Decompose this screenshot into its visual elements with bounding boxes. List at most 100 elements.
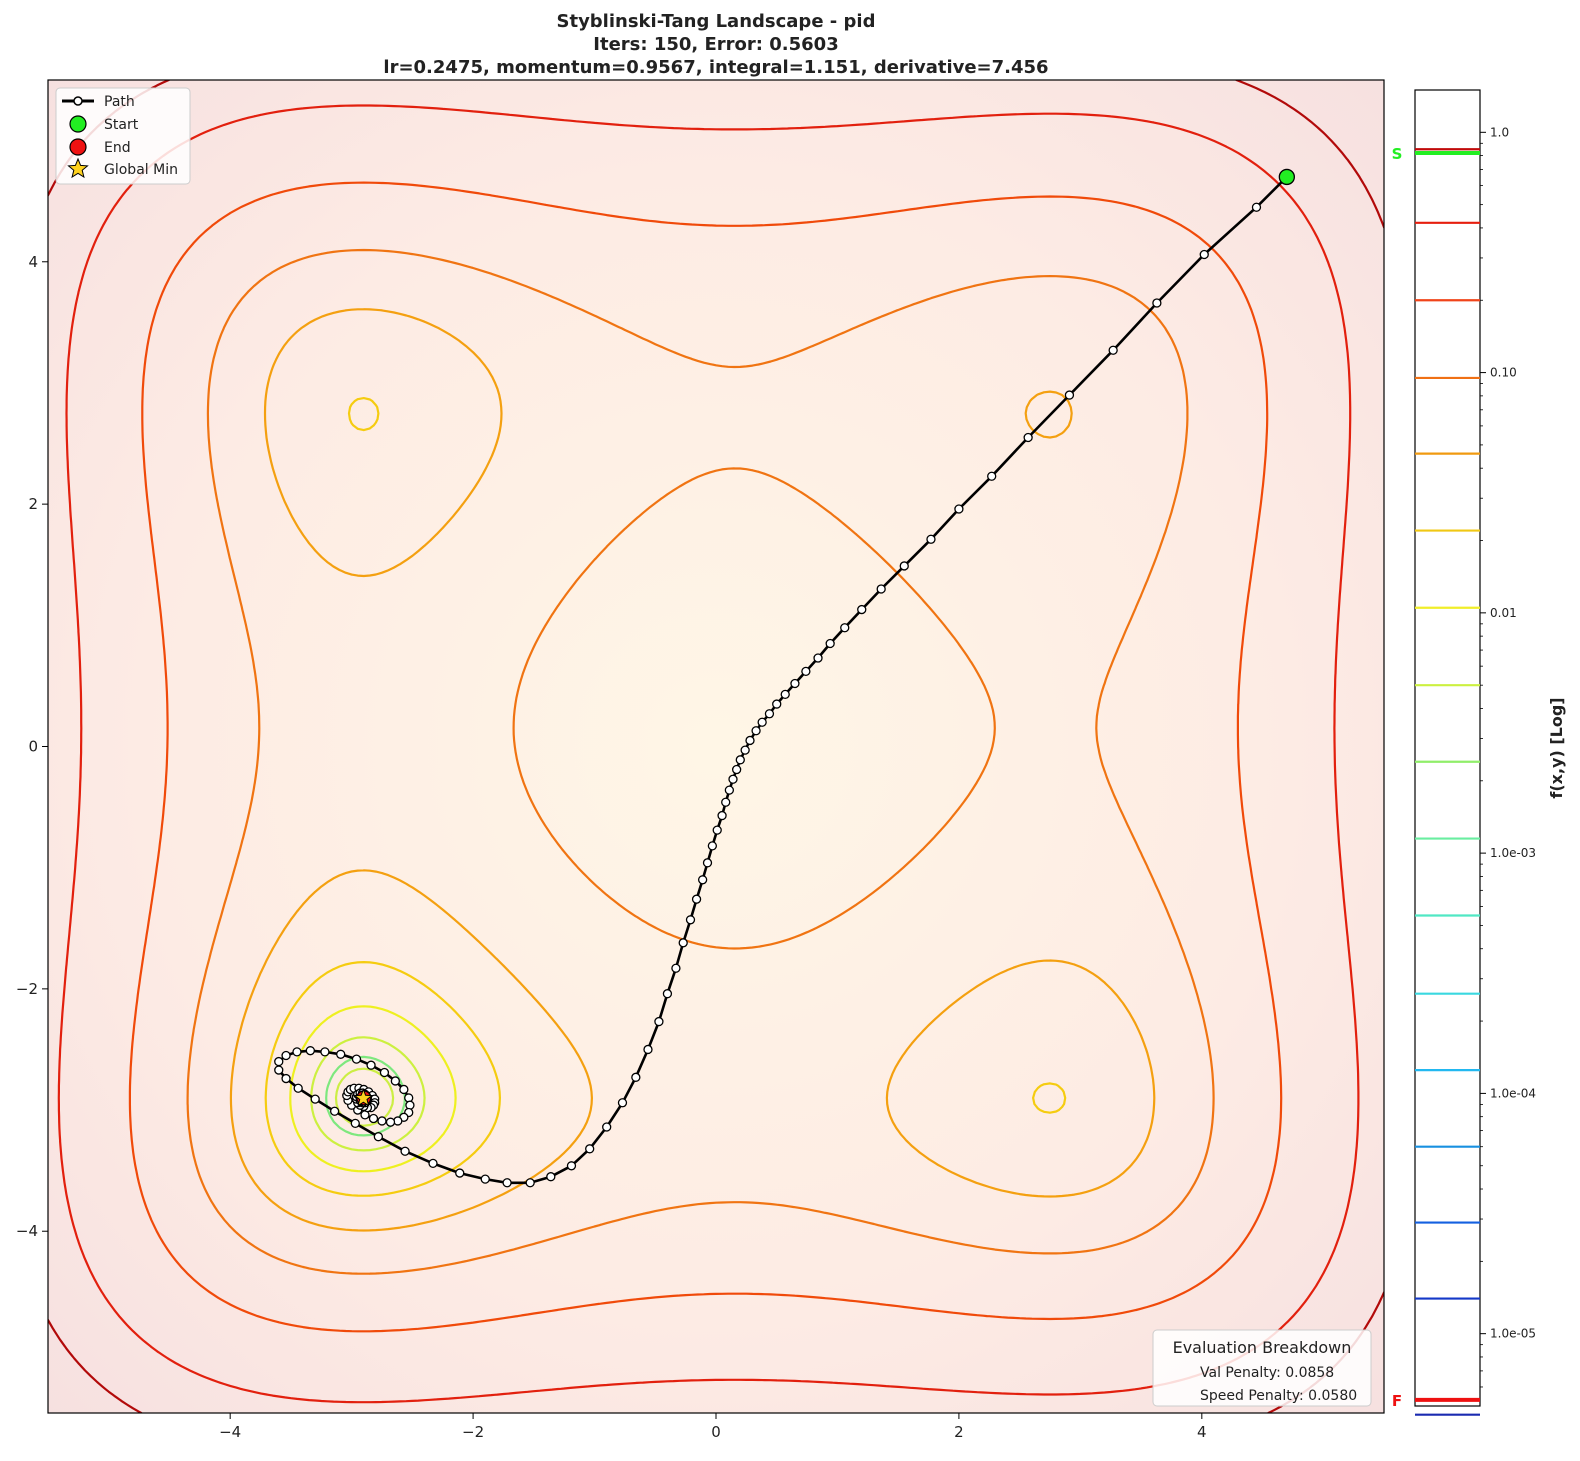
colorbar-marker-label: S <box>1392 145 1403 163</box>
legend-label-end: End <box>104 140 131 156</box>
path-point <box>329 1106 340 1116</box>
y-tick-label: −4 <box>16 1222 38 1240</box>
x-tick-label: −2 <box>462 1423 484 1441</box>
path-point <box>899 561 909 571</box>
path-point <box>735 755 745 765</box>
legend-label-path: Path <box>104 94 135 110</box>
legend-label-global-min: Global Min <box>104 162 178 178</box>
path-point <box>385 1117 396 1127</box>
path-point <box>292 1047 302 1057</box>
colorbar-box <box>1414 89 1481 1407</box>
legend-end-marker <box>69 138 87 156</box>
path-point <box>712 825 722 835</box>
path-point <box>373 1132 384 1142</box>
path-point <box>857 604 867 615</box>
path-point <box>1152 298 1162 308</box>
path-point <box>1251 202 1262 212</box>
path-point <box>764 709 775 719</box>
path-point <box>1023 432 1033 443</box>
path-point <box>428 1158 438 1169</box>
x-tick-label: 4 <box>1197 1423 1207 1441</box>
path-point <box>293 1083 303 1093</box>
title-line-1: Styblinski-Tang Landscape - pid <box>557 11 876 32</box>
path-point <box>671 963 681 973</box>
contour-level-7 <box>128 181 1283 1333</box>
legend-box <box>55 87 191 185</box>
path-point <box>377 1116 387 1126</box>
path-point <box>772 699 782 709</box>
colorbar-tick-label: 0.10 <box>1490 366 1517 380</box>
path-point <box>757 717 767 727</box>
colorbar: 1.00.100.011.0e-031.0e-041.0e-05 SF f(x,… <box>1392 89 1566 1416</box>
x-tick-label: −4 <box>219 1423 241 1441</box>
path-point <box>662 989 673 999</box>
speed-penalty: Speed Penalty: 0.0580 <box>1200 1388 1357 1404</box>
path-point <box>310 1094 320 1104</box>
path-point <box>525 1178 535 1188</box>
x-tick-label: 2 <box>954 1423 964 1441</box>
path-point <box>876 584 886 594</box>
contour-level-5 <box>229 308 1156 1232</box>
legend-start-marker <box>69 115 87 133</box>
path-point <box>281 1050 291 1061</box>
path-point <box>546 1172 556 1182</box>
evaluation-breakdown: Evaluation Breakdown Val Penalty: 0.0858… <box>1152 1329 1372 1407</box>
evaluation-title: Evaluation Breakdown <box>1173 1338 1352 1357</box>
path-point <box>685 915 696 925</box>
y-tick-label: 0 <box>28 738 38 756</box>
path-point <box>379 1067 390 1078</box>
path-point <box>400 1146 410 1156</box>
path-point <box>368 1113 379 1124</box>
path-point <box>390 1076 401 1086</box>
path-point <box>274 1065 284 1075</box>
path-point <box>585 1144 595 1154</box>
legend-label-start: Start <box>104 117 139 133</box>
path-point <box>987 471 997 481</box>
path-point <box>813 653 823 663</box>
val-penalty: Val Penalty: 0.0858 <box>1200 1365 1334 1381</box>
colorbar-tick-label: 1.0e-04 <box>1490 1086 1536 1100</box>
path-point <box>350 1118 360 1129</box>
path-point <box>480 1174 490 1184</box>
path-point <box>740 745 750 755</box>
y-tick-label: 2 <box>28 495 38 513</box>
path-point <box>801 666 811 677</box>
start-marker <box>1278 168 1295 186</box>
path-point <box>631 1072 641 1082</box>
axes: −4 −2 0 2 4 4 2 0 −2 −4 <box>16 253 1207 1441</box>
colorbar-tick-label: 1.0 <box>1490 125 1509 139</box>
path-point <box>336 1049 346 1059</box>
colorbar-marker-label: F <box>1392 1392 1402 1410</box>
global-min-marker <box>353 1087 374 1107</box>
path-markers <box>353 168 1295 1107</box>
path-point <box>1064 390 1075 400</box>
legend-star-marker <box>67 157 89 179</box>
path-point <box>721 797 731 807</box>
path-point <box>654 1016 664 1027</box>
path-point <box>281 1073 291 1084</box>
path-point <box>602 1122 612 1132</box>
colorbar-tick-label: 1.0e-05 <box>1490 1327 1536 1341</box>
contour-level-3 <box>289 1005 457 1173</box>
legend-path-marker <box>73 96 83 106</box>
path-point <box>351 1054 362 1064</box>
path-point <box>305 1046 315 1056</box>
path-point <box>954 504 964 514</box>
path-point <box>617 1098 628 1108</box>
path-point <box>728 774 738 784</box>
colorbar-ticks: 1.0 0.10 0.01 1.0e-03 1.0e-04 1.0e-05 <box>1480 125 1536 1388</box>
path-point <box>724 785 735 795</box>
path-point <box>780 689 790 700</box>
path-point <box>455 1168 465 1178</box>
y-tick-label: 4 <box>28 253 38 271</box>
path-point <box>926 534 936 544</box>
x-tick-label: 0 <box>711 1423 721 1441</box>
path-point <box>825 638 835 649</box>
path-point <box>697 875 708 885</box>
legend: Path Start End Global Min <box>55 87 191 185</box>
contour-level-4 <box>264 397 1067 1197</box>
contour-lines <box>48 80 1384 1413</box>
path-point <box>751 726 761 736</box>
